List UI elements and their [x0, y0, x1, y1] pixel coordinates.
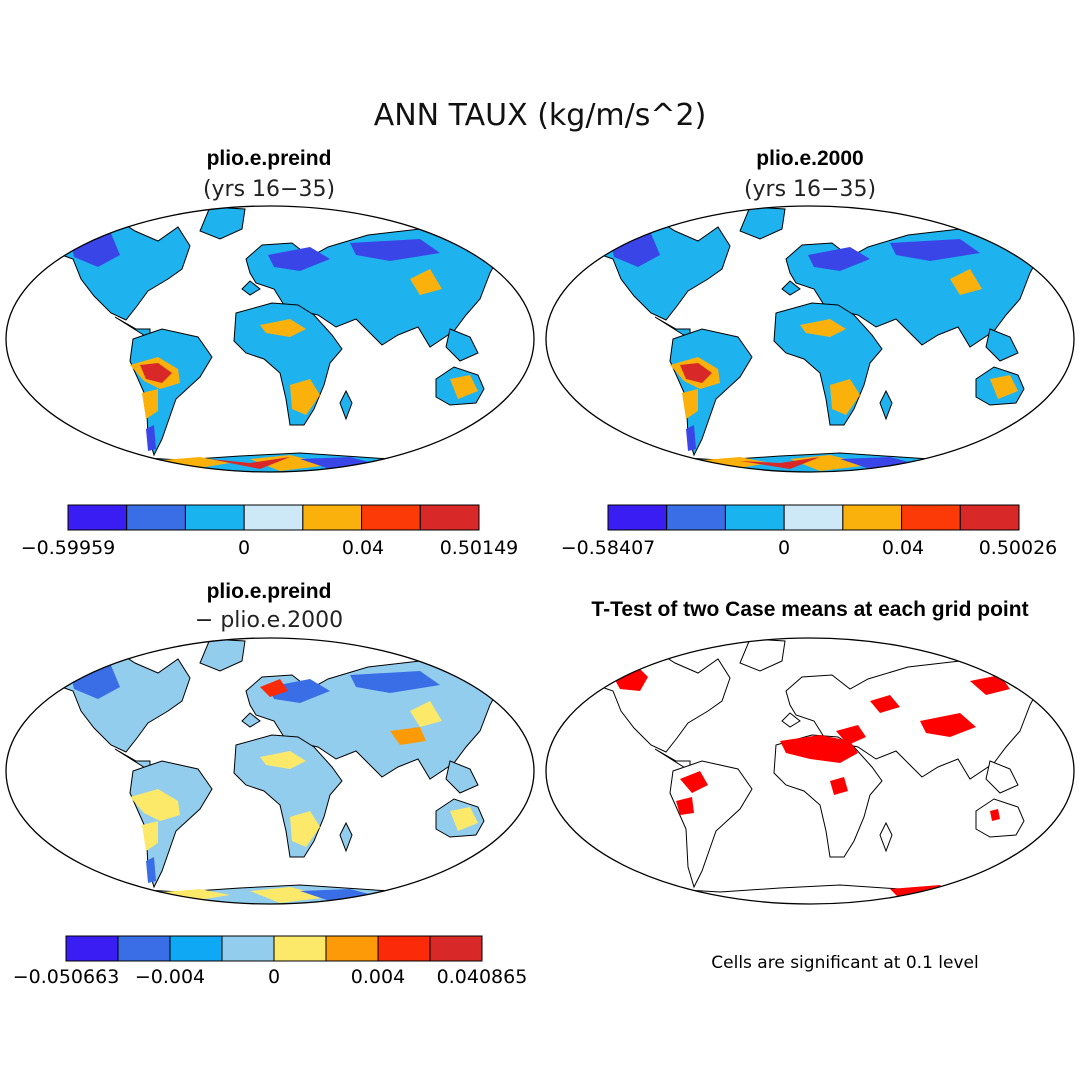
- colorbar-swatch: [901, 504, 961, 531]
- world-map: [545, 205, 1075, 473]
- figure-title: ANN TAUX (kg/m/s^2): [374, 98, 707, 133]
- panel-title: T-Test of two Case means at each grid po…: [591, 598, 1028, 621]
- colorbar-swatch: [169, 935, 223, 962]
- colorbar-swatch: [783, 504, 844, 531]
- panel-title: plio.e.2000: [756, 147, 863, 170]
- colorbar: −0.59959 0 0.04 0.50149: [21, 504, 519, 559]
- colorbar-swatch: [724, 504, 785, 531]
- significance-note: Cells are significant at 0.1 level: [711, 953, 978, 973]
- panel-title: plio.e.preind: [207, 147, 332, 170]
- colorbar-swatch: [67, 504, 128, 531]
- colorbar-swatch: [126, 504, 186, 531]
- colorbar-tick-label: 0.50149: [440, 537, 519, 559]
- colorbar-swatch: [842, 504, 903, 531]
- colorbar-swatch: [419, 504, 480, 531]
- colorbar-tick-label: 0: [268, 966, 280, 988]
- colorbar-tick-label: 0: [238, 537, 250, 559]
- colorbar-swatch: [666, 504, 726, 531]
- colorbar-swatch: [959, 504, 1020, 531]
- colorbar-swatch: [243, 504, 304, 531]
- panel-subtitle: (yrs 16−35): [203, 177, 335, 202]
- colorbar-tick-label: 0.004: [351, 966, 405, 988]
- colorbar-swatch: [377, 935, 431, 962]
- colorbar-tick-label: 0.04: [342, 537, 384, 559]
- world-map: [5, 637, 535, 905]
- colorbar-tick-label: −0.59959: [21, 537, 116, 559]
- panel-subtitle: (yrs 16−35): [744, 177, 876, 202]
- colorbar: −0.58407 0 0.04 0.50026: [561, 504, 1058, 559]
- colorbar-tick-label: 0.04: [882, 537, 924, 559]
- colorbar-swatch: [325, 935, 379, 962]
- panel-ttest: T-Test of two Case means at each grid po…: [545, 598, 1075, 973]
- colorbar-tick-label: −0.050663: [13, 966, 120, 988]
- colorbar-swatch: [65, 935, 119, 962]
- colorbar-tick-label: 0: [778, 537, 790, 559]
- panel-preind: plio.e.preind (yrs 16−35) −0.59959 0 0.0…: [5, 147, 535, 559]
- panel-difference: plio.e.preind − plio.e.2000 −0.050663 −0…: [5, 580, 535, 988]
- colorbar: −0.050663 −0.004 0 0.004 0.040865: [13, 935, 528, 988]
- colorbar-swatch: [221, 935, 275, 962]
- colorbar-tick-label: 0.50026: [979, 537, 1058, 559]
- panel-title: plio.e.preind: [207, 580, 332, 603]
- colorbar-swatch: [117, 935, 171, 962]
- panel-2000: plio.e.2000 (yrs 16−35) −0.58407 0 0.04 …: [545, 147, 1075, 559]
- world-map: [545, 637, 1075, 905]
- world-map: [5, 205, 535, 473]
- colorbar-swatch: [607, 504, 668, 531]
- colorbar-swatch: [273, 935, 327, 962]
- colorbar-swatch: [302, 504, 363, 531]
- colorbar-swatch: [429, 935, 483, 962]
- panel-subtitle: − plio.e.2000: [195, 608, 343, 633]
- colorbar-swatch: [184, 504, 245, 531]
- colorbar-tick-label: −0.004: [135, 966, 205, 988]
- colorbar-tick-label: 0.040865: [437, 966, 528, 988]
- colorbar-swatch: [361, 504, 421, 531]
- colorbar-tick-label: −0.58407: [561, 537, 656, 559]
